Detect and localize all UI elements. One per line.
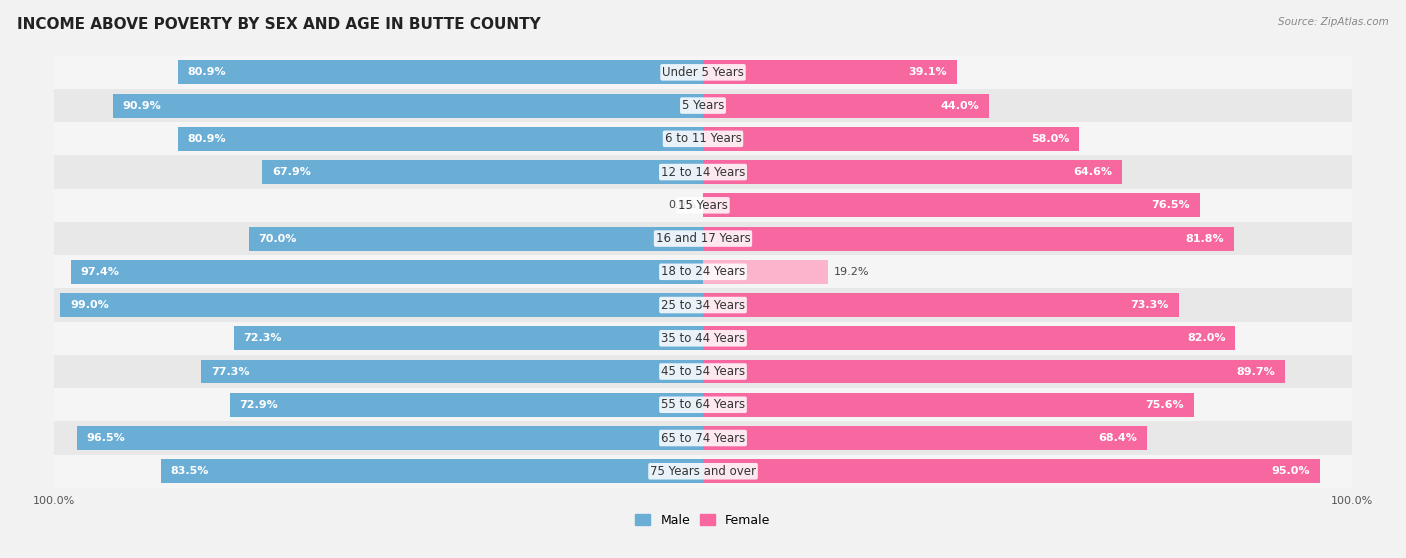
Text: 99.0%: 99.0% xyxy=(70,300,108,310)
Text: 89.7%: 89.7% xyxy=(1237,367,1275,377)
Text: Under 5 Years: Under 5 Years xyxy=(662,66,744,79)
Bar xyxy=(53,421,703,455)
Text: 58.0%: 58.0% xyxy=(1032,134,1070,144)
Bar xyxy=(249,227,703,251)
Text: 95.0%: 95.0% xyxy=(1271,466,1310,477)
Bar xyxy=(703,94,988,118)
Bar xyxy=(179,127,703,151)
Text: Source: ZipAtlas.com: Source: ZipAtlas.com xyxy=(1278,17,1389,27)
Text: 65 to 74 Years: 65 to 74 Years xyxy=(661,431,745,445)
Bar xyxy=(703,326,1236,350)
Bar xyxy=(703,122,1353,156)
Text: 82.0%: 82.0% xyxy=(1187,333,1226,343)
Text: 81.8%: 81.8% xyxy=(1185,234,1225,243)
Bar xyxy=(703,426,1147,450)
Text: 19.2%: 19.2% xyxy=(834,267,869,277)
Bar xyxy=(53,255,703,288)
Bar xyxy=(53,455,703,488)
Bar xyxy=(703,393,1194,417)
Bar xyxy=(703,127,1080,151)
Bar xyxy=(703,255,1353,288)
Bar xyxy=(53,288,703,321)
Bar xyxy=(703,194,1199,217)
Bar xyxy=(703,355,1353,388)
Legend: Male, Female: Male, Female xyxy=(636,514,770,527)
Text: 25 to 34 Years: 25 to 34 Years xyxy=(661,299,745,311)
Text: 12 to 14 Years: 12 to 14 Years xyxy=(661,166,745,179)
Text: 97.4%: 97.4% xyxy=(80,267,120,277)
Text: 35 to 44 Years: 35 to 44 Years xyxy=(661,332,745,345)
Bar xyxy=(53,56,703,89)
Bar xyxy=(703,56,1353,89)
Text: 55 to 64 Years: 55 to 64 Years xyxy=(661,398,745,411)
Bar xyxy=(201,359,703,383)
Text: 18 to 24 Years: 18 to 24 Years xyxy=(661,265,745,278)
Bar xyxy=(703,321,1353,355)
Bar xyxy=(703,160,1122,184)
Text: 96.5%: 96.5% xyxy=(86,433,125,443)
Bar xyxy=(233,326,703,350)
Bar xyxy=(112,94,703,118)
Text: 0.0%: 0.0% xyxy=(668,200,696,210)
Bar xyxy=(229,393,703,417)
Bar xyxy=(60,293,703,317)
Bar xyxy=(53,89,703,122)
Bar xyxy=(53,355,703,388)
Bar xyxy=(703,455,1353,488)
Text: 64.6%: 64.6% xyxy=(1074,167,1112,177)
Text: 83.5%: 83.5% xyxy=(170,466,209,477)
Bar xyxy=(703,459,1320,483)
Bar xyxy=(53,321,703,355)
Bar xyxy=(77,426,703,450)
Text: 80.9%: 80.9% xyxy=(187,134,226,144)
Bar xyxy=(703,293,1178,317)
Bar xyxy=(53,388,703,421)
Bar xyxy=(703,260,828,284)
Text: 67.9%: 67.9% xyxy=(271,167,311,177)
Text: 5 Years: 5 Years xyxy=(682,99,724,112)
Text: 16 and 17 Years: 16 and 17 Years xyxy=(655,232,751,245)
Text: 75.6%: 75.6% xyxy=(1146,400,1184,410)
Bar xyxy=(162,459,703,483)
Bar xyxy=(703,359,1285,383)
Text: 75 Years and over: 75 Years and over xyxy=(650,465,756,478)
Text: 39.1%: 39.1% xyxy=(908,68,948,78)
Text: 76.5%: 76.5% xyxy=(1152,200,1189,210)
Text: INCOME ABOVE POVERTY BY SEX AND AGE IN BUTTE COUNTY: INCOME ABOVE POVERTY BY SEX AND AGE IN B… xyxy=(17,17,541,32)
Text: 15 Years: 15 Years xyxy=(678,199,728,212)
Text: 72.3%: 72.3% xyxy=(243,333,283,343)
Text: 77.3%: 77.3% xyxy=(211,367,249,377)
Text: 45 to 54 Years: 45 to 54 Years xyxy=(661,365,745,378)
Bar xyxy=(703,388,1353,421)
Text: 70.0%: 70.0% xyxy=(259,234,297,243)
Text: 80.9%: 80.9% xyxy=(187,68,226,78)
Text: 44.0%: 44.0% xyxy=(941,100,979,110)
Bar xyxy=(703,156,1353,189)
Text: 72.9%: 72.9% xyxy=(239,400,278,410)
Text: 90.9%: 90.9% xyxy=(122,100,162,110)
Bar xyxy=(703,89,1353,122)
Bar xyxy=(70,260,703,284)
Bar xyxy=(53,156,703,189)
Text: 68.4%: 68.4% xyxy=(1098,433,1137,443)
Bar xyxy=(703,421,1353,455)
Bar xyxy=(53,189,703,222)
Bar xyxy=(703,288,1353,321)
Bar xyxy=(53,122,703,156)
Bar xyxy=(179,60,703,84)
Bar xyxy=(703,60,956,84)
Bar xyxy=(703,189,1353,222)
Bar xyxy=(263,160,703,184)
Text: 73.3%: 73.3% xyxy=(1130,300,1168,310)
Bar xyxy=(703,227,1234,251)
Text: 6 to 11 Years: 6 to 11 Years xyxy=(665,132,741,145)
Bar xyxy=(703,222,1353,255)
Bar xyxy=(53,222,703,255)
